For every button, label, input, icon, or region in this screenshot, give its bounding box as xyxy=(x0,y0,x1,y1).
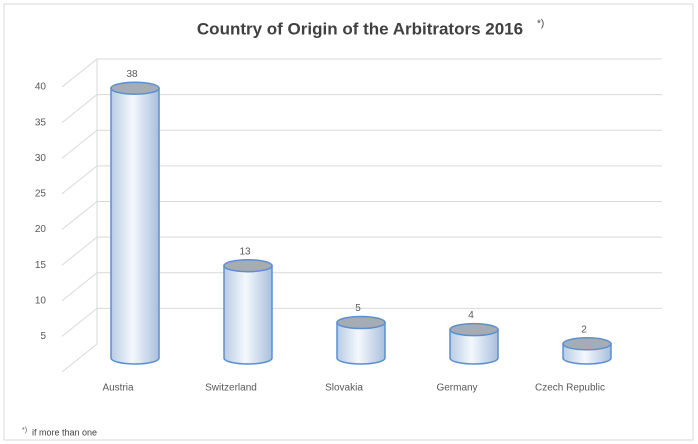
bar-top xyxy=(223,258,273,273)
value-label: 2 xyxy=(581,324,587,335)
title-note: *) xyxy=(537,19,544,30)
x-tick-label: Switzerland xyxy=(205,383,257,394)
x-tick-label: Czech Republic xyxy=(535,383,605,394)
bar xyxy=(223,264,273,365)
value-label: 5 xyxy=(355,303,361,314)
chart-frame xyxy=(3,3,694,441)
bar xyxy=(110,87,160,365)
x-tick-label: Germany xyxy=(436,383,477,394)
value-label: 4 xyxy=(468,310,474,321)
grid-line xyxy=(61,165,98,195)
x-tick-label: Slovakia xyxy=(325,383,363,394)
y-tick-label: 25 xyxy=(35,189,47,200)
bar-top xyxy=(449,322,499,337)
value-label: 13 xyxy=(239,246,251,257)
bar xyxy=(449,328,499,365)
y-tick-label: 35 xyxy=(35,117,47,128)
bar-top xyxy=(110,81,160,95)
chart-title: Country of Origin of the Arbitrators 201… xyxy=(197,19,523,38)
floor-line xyxy=(61,343,98,373)
grid-line xyxy=(61,236,98,266)
y-tick-label: 30 xyxy=(35,153,47,164)
grid-line xyxy=(61,58,98,88)
y-tick-label: 40 xyxy=(35,82,47,93)
bar xyxy=(336,321,386,365)
bar-top xyxy=(336,315,386,330)
footnote-mark: *) xyxy=(22,427,27,434)
value-label: 38 xyxy=(126,69,138,80)
y-tick-label: 10 xyxy=(35,295,47,306)
footnote: if more than one xyxy=(32,427,97,437)
bar-top xyxy=(562,337,612,351)
y-tick-label: 15 xyxy=(35,260,47,271)
x-tick-label: Austria xyxy=(102,383,134,394)
grid-line xyxy=(61,307,98,337)
grid-line xyxy=(61,201,98,230)
y-tick-label: 20 xyxy=(35,224,47,235)
grid-line xyxy=(61,129,98,159)
grid-line xyxy=(61,272,98,302)
y-tick-label: 5 xyxy=(40,331,46,342)
grid-line xyxy=(61,94,98,124)
